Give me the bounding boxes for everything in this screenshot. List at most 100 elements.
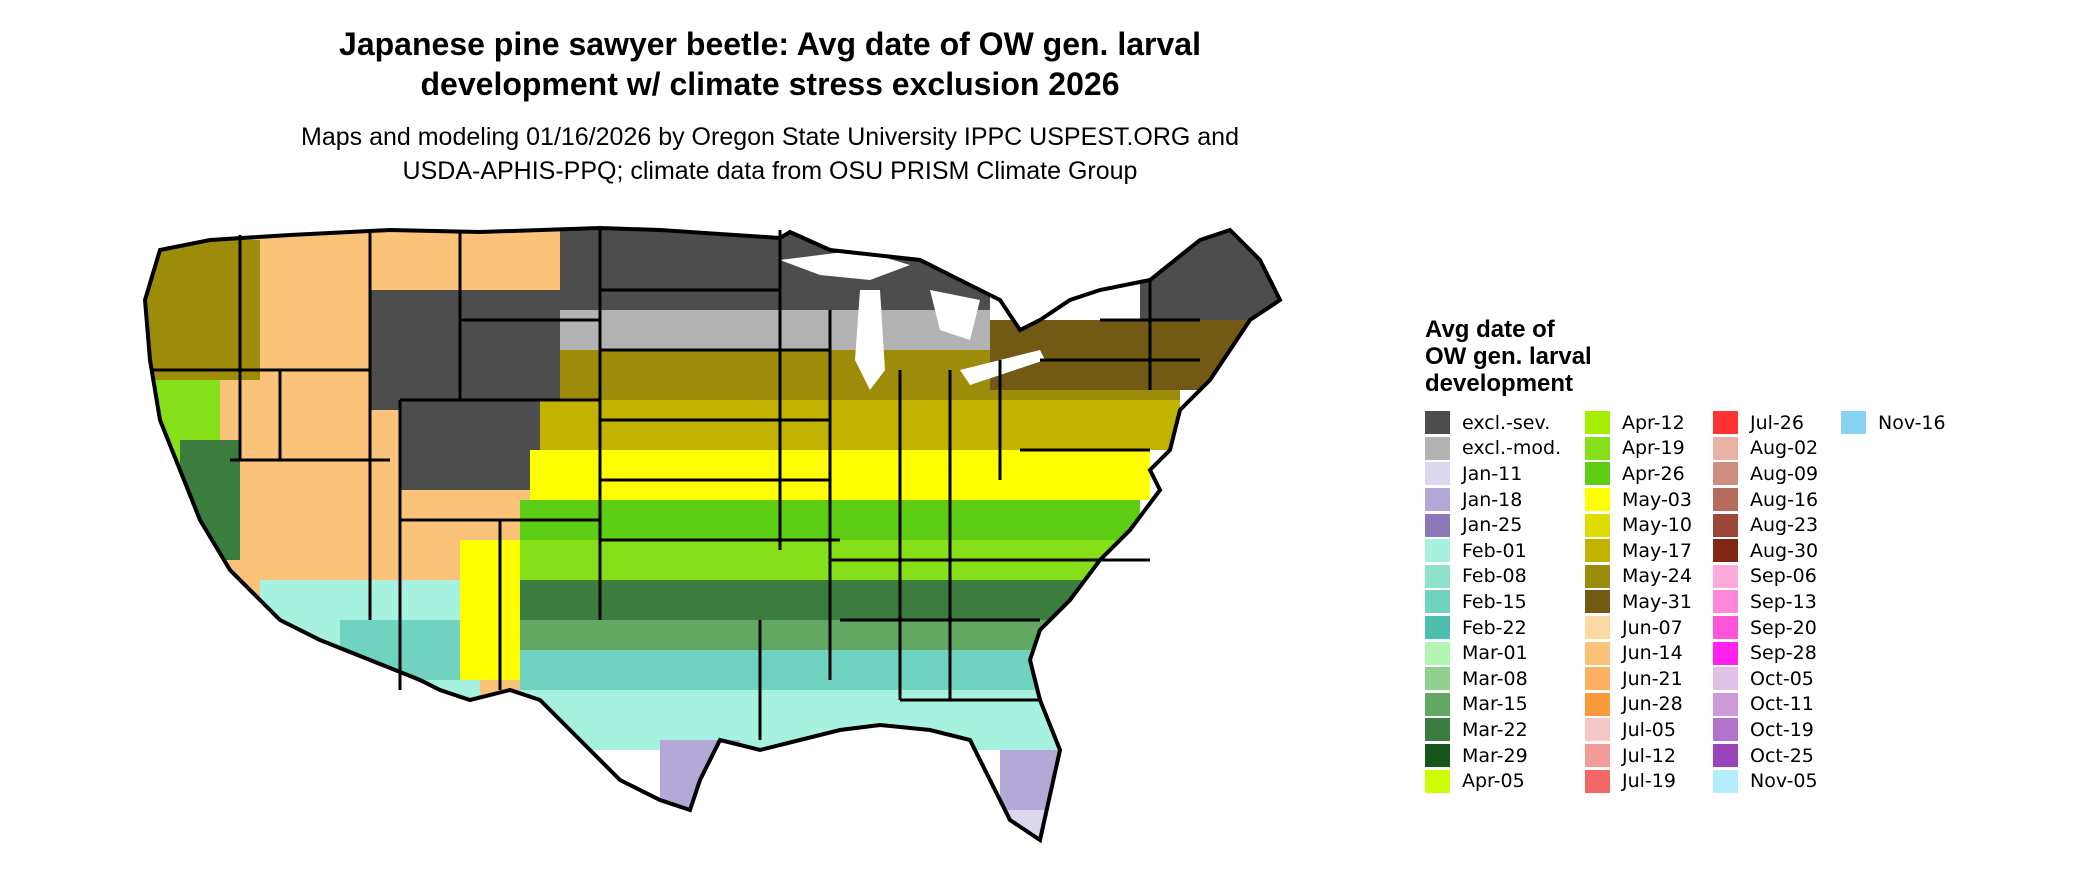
legend-item: excl.-mod.: [1425, 436, 1585, 462]
lake-huron: [930, 290, 980, 340]
legend-swatch: [1585, 462, 1610, 486]
legend-swatch: [1713, 488, 1738, 512]
legend-label: Sep-06: [1750, 565, 1817, 588]
legend-label: Mar-08: [1462, 667, 1528, 690]
legend-item: Feb-22: [1425, 615, 1585, 641]
legend-label: Jun-28: [1622, 693, 1683, 716]
legend-item: May-10: [1585, 512, 1713, 538]
legend-item: Sep-06: [1713, 564, 1841, 590]
legend-swatch: [1713, 769, 1738, 793]
legend-swatch: [1713, 462, 1738, 486]
legend-label: Aug-02: [1750, 437, 1819, 460]
legend-item: Jul-19: [1585, 768, 1713, 794]
legend-swatch: [1713, 411, 1738, 435]
legend-label: Oct-25: [1750, 744, 1814, 767]
legend-label: Feb-08: [1462, 565, 1527, 588]
legend-swatch: [1585, 616, 1610, 640]
legend-label: May-31: [1622, 590, 1692, 613]
legend-item: May-03: [1585, 487, 1713, 513]
legend-item: Aug-16: [1713, 487, 1841, 513]
legend-item: Feb-15: [1425, 589, 1585, 615]
legend-label: Nov-05: [1750, 770, 1818, 793]
subtitle-line-1: Maps and modeling 01/16/2026 by Oregon S…: [301, 123, 1239, 151]
legend-item: Mar-15: [1425, 692, 1585, 718]
legend-label: Sep-28: [1750, 642, 1817, 665]
legend-item: Apr-19: [1585, 436, 1713, 462]
legend-swatch: [1585, 539, 1610, 563]
legend-item: Jan-25: [1425, 512, 1585, 538]
legend-swatch: [1585, 769, 1610, 793]
legend-label: Mar-22: [1462, 718, 1528, 741]
legend-label: excl.-mod.: [1462, 437, 1562, 460]
legend-label: Feb-22: [1462, 616, 1527, 639]
legend-swatch: [1425, 590, 1450, 614]
legend-label: Feb-01: [1462, 539, 1527, 562]
legend-swatch: [1585, 436, 1610, 460]
legend-label: Aug-09: [1750, 462, 1819, 485]
legend-title-line-2: OW gen. larval: [1425, 343, 1592, 370]
legend-item: Aug-23: [1713, 512, 1841, 538]
legend-swatch: [1425, 411, 1450, 435]
legend-item: Mar-01: [1425, 640, 1585, 666]
legend-item: Feb-08: [1425, 564, 1585, 590]
legend-item: Jul-12: [1585, 743, 1713, 769]
legend-item: Jun-14: [1585, 640, 1713, 666]
legend-swatch: [1585, 667, 1610, 691]
legend-swatch: [1713, 667, 1738, 691]
legend-item: May-24: [1585, 564, 1713, 590]
us-map: [143, 226, 1282, 842]
legend-label: May-10: [1622, 514, 1692, 537]
legend-label: Apr-12: [1622, 411, 1685, 434]
legend-swatch: [1425, 462, 1450, 486]
legend-label: Jul-05: [1622, 718, 1676, 741]
legend-swatch: [1425, 692, 1450, 716]
title-line-2: development w/ climate stress exclusion …: [420, 66, 1120, 102]
colorado-excluded: [400, 390, 540, 490]
legend-swatch: [1713, 616, 1738, 640]
legend-swatch: [1585, 590, 1610, 614]
legend-swatch: [1585, 641, 1610, 665]
legend-swatch: [1713, 564, 1738, 588]
legend-label: Apr-26: [1622, 462, 1685, 485]
legend-title-line-3: development: [1425, 370, 1574, 397]
legend-label: Jan-11: [1462, 462, 1523, 485]
legend-swatch: [1713, 513, 1738, 537]
subtitle-line-2: USDA-APHIS-PPQ; climate data from OSU PR…: [402, 157, 1138, 185]
legend-item: Oct-05: [1713, 666, 1841, 692]
legend-item: excl.-sev.: [1425, 410, 1585, 436]
legend-item: Mar-22: [1425, 717, 1585, 743]
legend: excl.-sev. excl.-mod. Jan-11 Jan-18 Jan-25 Fe…: [1425, 410, 1981, 794]
legend-label: May-03: [1622, 488, 1692, 511]
legend-swatch: [1425, 641, 1450, 665]
legend-label: May-17: [1622, 539, 1692, 562]
legend-swatch: [1713, 436, 1738, 460]
legend-label: Apr-05: [1462, 770, 1525, 793]
legend-swatch: [1425, 667, 1450, 691]
northern-plains-excluded: [560, 228, 990, 310]
legend-item: Feb-01: [1425, 538, 1585, 564]
legend-label: Jan-18: [1462, 488, 1523, 511]
legend-swatch: [1713, 539, 1738, 563]
map-subtitle: Maps and modeling 01/16/2026 by Oregon S…: [170, 120, 1370, 188]
legend-swatch: [1713, 718, 1738, 742]
legend-swatch: [1841, 411, 1866, 435]
legend-label: May-24: [1622, 565, 1692, 588]
legend-label: Oct-05: [1750, 667, 1814, 690]
legend-item: Sep-28: [1713, 640, 1841, 666]
legend-swatch: [1425, 718, 1450, 742]
legend-swatch: [1425, 539, 1450, 563]
legend-swatch: [1713, 692, 1738, 716]
lake-erie: [960, 350, 1045, 385]
legend-item: Jul-26: [1713, 410, 1841, 436]
legend-swatch: [1585, 718, 1610, 742]
legend-item: Oct-25: [1713, 743, 1841, 769]
legend-label: Sep-13: [1750, 590, 1817, 613]
legend-item: May-31: [1585, 589, 1713, 615]
legend-item: Apr-12: [1585, 410, 1713, 436]
legend-label: Jul-19: [1622, 770, 1676, 793]
legend-label: excl.-sev.: [1462, 411, 1551, 434]
legend-swatch: [1425, 769, 1450, 793]
legend-item: Apr-26: [1585, 461, 1713, 487]
legend-label: Jun-14: [1622, 642, 1683, 665]
legend-label: Mar-01: [1462, 642, 1528, 665]
